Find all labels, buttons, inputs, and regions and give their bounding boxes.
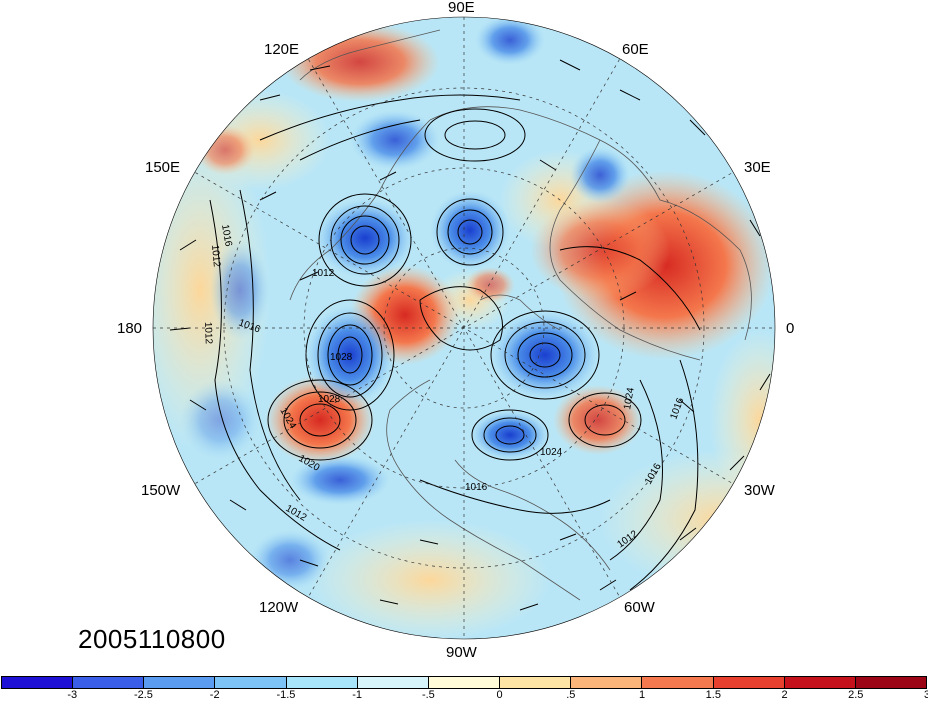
longitude-label-30e: 30E <box>744 159 771 176</box>
graticule <box>153 17 775 639</box>
colorbar-tick-label: -2 <box>209 689 220 701</box>
colorbar-tick-label: -1 <box>352 689 363 701</box>
contour-label: 1028 <box>330 352 353 363</box>
colorbar-segment <box>500 677 572 688</box>
colorbar-segment <box>642 677 714 688</box>
colorbar-tick-label: -3 <box>67 689 78 701</box>
colorbar-tick-label: -2.5 <box>133 689 153 701</box>
longitude-label-90e: 90E <box>448 0 475 16</box>
longitude-label-90w: 90W <box>446 644 477 661</box>
colorbar-segment <box>73 677 145 688</box>
colorbar-segment <box>855 677 927 688</box>
longitude-label-0: 0 <box>786 320 795 337</box>
longitude-label-120e: 120E <box>264 41 300 58</box>
colorbar-segment <box>215 677 287 688</box>
colorbar-tick-label: 2.5 <box>848 689 864 701</box>
colorbar-segment <box>784 677 856 688</box>
contour-label: 1028 <box>318 394 341 405</box>
longitude-label-120w: 120W <box>259 599 299 616</box>
map-border <box>152 16 776 640</box>
colorbar-segment <box>286 677 358 688</box>
contour-label: 1012 <box>209 244 222 268</box>
longitude-label-180: 180 <box>117 320 143 337</box>
colorbar-segment <box>713 677 785 688</box>
wind-barbs <box>169 59 771 611</box>
contour-label: 1016 <box>219 224 234 248</box>
colorbar-tick-label: 1 <box>639 689 646 701</box>
colorbar-tick-label: .5 <box>566 689 576 701</box>
colorbar <box>1 676 927 689</box>
colorbar-segment <box>357 677 429 688</box>
longitude-label-30w: 30W <box>744 482 775 499</box>
contour-label: 1024 <box>540 447 563 458</box>
colorbar-tick-label: 1.5 <box>705 689 721 701</box>
colorbar-tick-label: 3 <box>923 689 928 701</box>
longitude-label-60w: 60W <box>624 599 655 616</box>
longitude-label-60e: 60E <box>622 41 649 58</box>
contour-label: 1012 <box>202 322 214 345</box>
colorbar-segment <box>571 677 643 688</box>
colorbar-segment <box>144 677 216 688</box>
colorbar-segment <box>2 677 74 688</box>
contour-label: 1016 <box>465 482 488 493</box>
colorbar-tick-label: -1.5 <box>276 689 296 701</box>
contour-label: 1012 <box>312 268 335 279</box>
colorbar-tick-label: 2 <box>781 689 788 701</box>
longitude-label-150w: 150W <box>141 482 181 499</box>
colorbar-segment <box>428 677 501 688</box>
colorbar-tick-label: 0 <box>496 689 503 701</box>
contour-label: 1024 <box>622 386 637 410</box>
timestamp-label: 2005110800 <box>78 624 226 654</box>
longitude-label-150e: 150E <box>145 159 181 176</box>
map-disk: 1016 1012 1012 1016 1012 1024 1028 1020 … <box>153 17 775 639</box>
pressure-contours <box>209 94 701 591</box>
colorbar-tick-label: -.5 <box>421 689 435 701</box>
